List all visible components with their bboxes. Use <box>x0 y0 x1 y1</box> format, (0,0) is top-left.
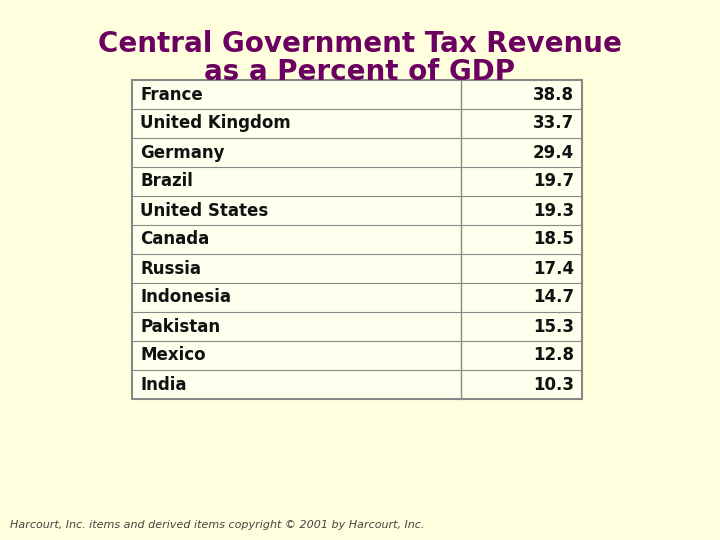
Text: 29.4: 29.4 <box>533 144 574 161</box>
Text: Brazil: Brazil <box>140 172 193 191</box>
Text: Harcourt, Inc. items and derived items copyright © 2001 by Harcourt, Inc.: Harcourt, Inc. items and derived items c… <box>10 520 424 530</box>
Text: Mexico: Mexico <box>140 347 206 364</box>
Text: 12.8: 12.8 <box>533 347 574 364</box>
Text: France: France <box>140 85 203 104</box>
Text: 33.7: 33.7 <box>533 114 574 132</box>
Text: 38.8: 38.8 <box>533 85 574 104</box>
Text: Canada: Canada <box>140 231 210 248</box>
FancyBboxPatch shape <box>132 80 582 399</box>
Text: 14.7: 14.7 <box>533 288 574 307</box>
Text: Germany: Germany <box>140 144 225 161</box>
Text: Indonesia: Indonesia <box>140 288 231 307</box>
Text: United States: United States <box>140 201 269 219</box>
Text: as a Percent of GDP: as a Percent of GDP <box>204 58 516 86</box>
Text: 19.3: 19.3 <box>533 201 574 219</box>
Text: 19.7: 19.7 <box>533 172 574 191</box>
Text: 15.3: 15.3 <box>533 318 574 335</box>
Text: 18.5: 18.5 <box>533 231 574 248</box>
Text: Central Government Tax Revenue: Central Government Tax Revenue <box>98 30 622 58</box>
Text: United Kingdom: United Kingdom <box>140 114 291 132</box>
Text: 10.3: 10.3 <box>533 375 574 394</box>
Text: 17.4: 17.4 <box>533 260 574 278</box>
Text: Russia: Russia <box>140 260 201 278</box>
Text: Pakistan: Pakistan <box>140 318 220 335</box>
Text: India: India <box>140 375 186 394</box>
